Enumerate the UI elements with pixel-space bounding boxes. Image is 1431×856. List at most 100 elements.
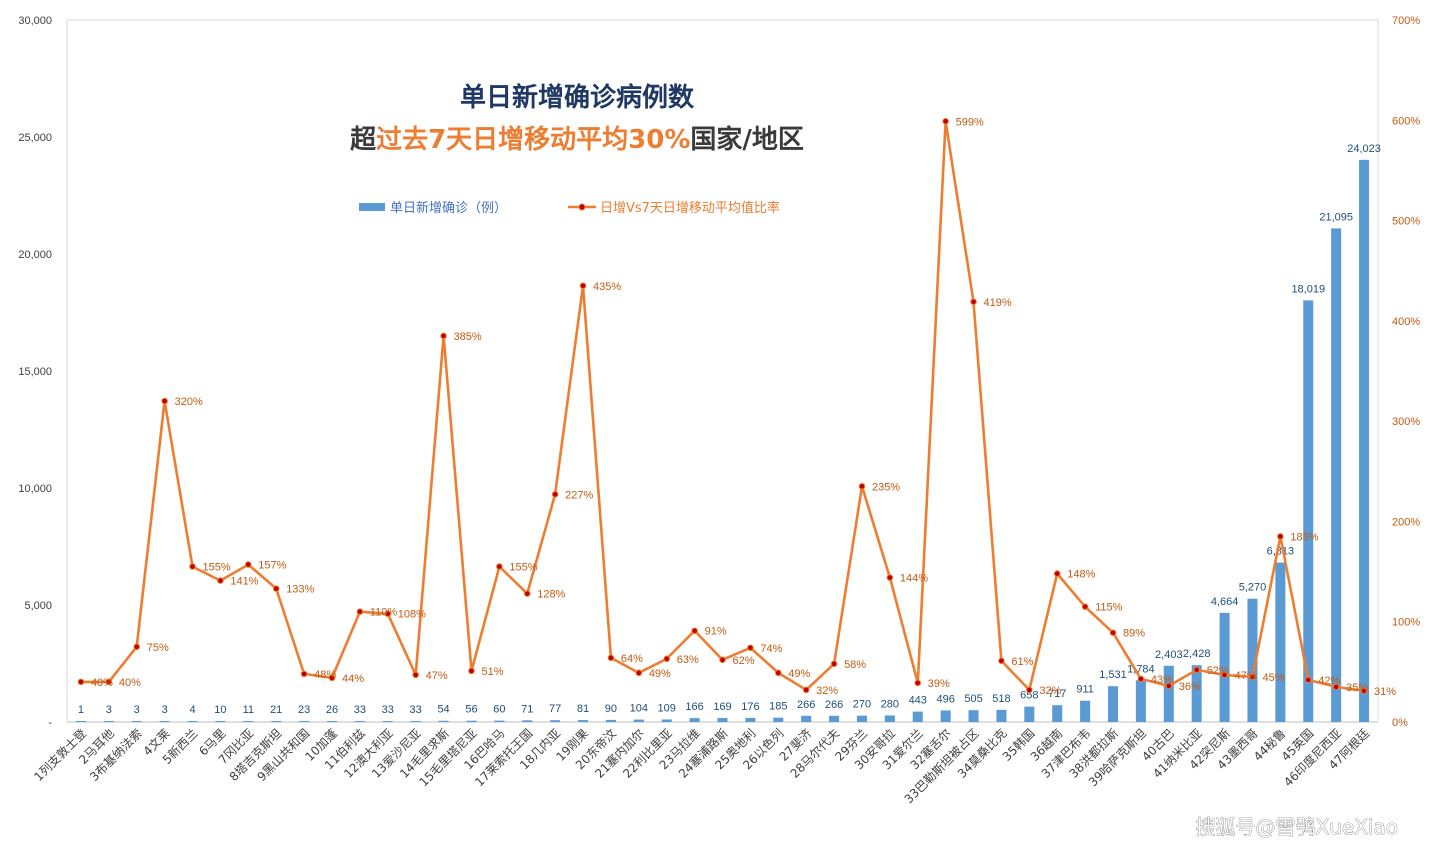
- y-right-tick-label: 400%: [1392, 316, 1420, 328]
- bar-value-label: 3: [162, 704, 168, 716]
- ratio-value-label: 31%: [1374, 686, 1396, 698]
- bar: [661, 719, 672, 722]
- bar-value-label: 109: [658, 702, 676, 714]
- bar-value-label: 280: [881, 698, 899, 710]
- y-right-tick-label: 600%: [1392, 115, 1420, 127]
- bar: [466, 720, 477, 722]
- ratio-point: [300, 670, 308, 678]
- ratio-value-label: 155%: [509, 562, 537, 574]
- ratio-point: [1137, 675, 1145, 683]
- bar-value-label: 60: [493, 704, 505, 716]
- y-left-tick-label: -: [48, 717, 52, 729]
- subtitle-part: 国家/地区: [690, 124, 804, 155]
- bar: [717, 718, 728, 722]
- subtitle-part: 超: [350, 125, 377, 155]
- bar: [438, 720, 449, 722]
- ratio-point: [496, 563, 503, 570]
- bar: [633, 719, 644, 722]
- ratio-value-label: 51%: [481, 666, 503, 678]
- bar-value-label: 2,403: [1155, 649, 1183, 661]
- bar-value-label: 270: [853, 699, 871, 711]
- ratio-value-label: 32%: [1039, 685, 1061, 697]
- bar: [299, 721, 310, 722]
- ratio-point: [1249, 673, 1256, 681]
- bar: [829, 715, 840, 722]
- ratio-point: [1360, 687, 1368, 695]
- bar: [271, 721, 282, 722]
- bar: [131, 721, 142, 722]
- bar: [326, 721, 338, 722]
- ratio-point: [998, 657, 1005, 665]
- bar: [1163, 665, 1174, 722]
- ratio-value-label: 58%: [844, 659, 866, 671]
- ratio-point: [551, 491, 559, 498]
- ratio-point: [1165, 682, 1173, 690]
- ratio-point: [189, 563, 196, 570]
- y-axis-right: 0% 100% 200% 300% 400% 500% 600% 700%: [1392, 15, 1420, 729]
- ratio-value-label: 144%: [900, 573, 928, 585]
- ratio-value-label: 419%: [984, 297, 1012, 309]
- y-left-tick-label: 15,000: [18, 366, 52, 378]
- bar: [940, 710, 951, 722]
- ratio-value-label: 62%: [733, 655, 755, 667]
- y-left-tick-label: 5,000: [24, 600, 52, 612]
- ratio-point: [440, 332, 447, 340]
- bar: [1247, 598, 1258, 722]
- ratio-point: [356, 608, 364, 615]
- bar-value-label: 4: [189, 704, 195, 716]
- bar: [1107, 686, 1119, 722]
- bar-value-label: 266: [797, 699, 815, 711]
- y-right-tick-label: 700%: [1392, 15, 1420, 27]
- ratio-value-label: 36%: [1179, 681, 1201, 693]
- ratio-point: [635, 669, 643, 677]
- y-left-tick-label: 25,000: [18, 132, 52, 144]
- ratio-value-label: 148%: [1067, 569, 1095, 581]
- bar-value-label: 18,019: [1291, 283, 1325, 295]
- bar: [801, 715, 812, 722]
- ratio-data-labels: 40% 40%75%320%155%141%157%133%48% 44%110% 1…: [91, 116, 1396, 698]
- subtitle-part: 过去7天日增移动平均30%: [376, 124, 690, 155]
- legend-bar-label: 单日新增确诊（例）: [390, 200, 507, 216]
- bar: [1135, 680, 1146, 722]
- ratio-value-label: 235%: [872, 481, 900, 493]
- bar: [159, 721, 170, 722]
- ratio-point: [133, 643, 141, 651]
- ratio-value-label: 128%: [537, 589, 565, 601]
- ratio-point: [1193, 666, 1200, 674]
- ratio-value-label: 227%: [565, 489, 593, 501]
- bar-value-label: 443: [909, 695, 927, 707]
- ratio-point: [245, 561, 252, 568]
- bar: [410, 721, 421, 722]
- bar-value-label: 26: [326, 704, 338, 716]
- bar: [1303, 300, 1314, 722]
- ratio-value-label: 64%: [621, 653, 643, 665]
- ratio-point: [747, 644, 754, 652]
- bar-value-label: 21,095: [1319, 211, 1353, 223]
- ratio-point: [1081, 603, 1089, 610]
- y-left-tick-label: 30,000: [18, 15, 52, 27]
- ratio-value-label: 74%: [760, 643, 782, 655]
- bar: [968, 710, 979, 722]
- ratio-point: [691, 627, 698, 635]
- bar: [689, 718, 700, 722]
- chart-subtitle: 超过去7天日增移动平均30%国家/地区: [350, 124, 804, 155]
- bar: [996, 709, 1007, 722]
- ratio-point: [161, 397, 168, 405]
- bar-value-label: 658: [1020, 690, 1038, 702]
- bar: [75, 721, 86, 722]
- ratio-value-label: 52%: [1207, 665, 1229, 677]
- bar-value-label: 71: [521, 703, 533, 715]
- ratio-value-label: 44%: [342, 673, 364, 685]
- y-right-tick-label: 200%: [1392, 516, 1420, 528]
- ratio-point: [1277, 533, 1284, 540]
- ratio-point: [468, 667, 475, 675]
- y-right-tick-label: 0%: [1392, 717, 1408, 729]
- ratio-point: [105, 678, 113, 686]
- bar-value-label: 90: [605, 703, 617, 715]
- ratio-point: [384, 610, 392, 617]
- bar: [103, 721, 114, 722]
- bar-value-label: 6,813: [1267, 546, 1295, 558]
- ratio-value-label: 385%: [454, 331, 482, 343]
- bar: [884, 715, 895, 722]
